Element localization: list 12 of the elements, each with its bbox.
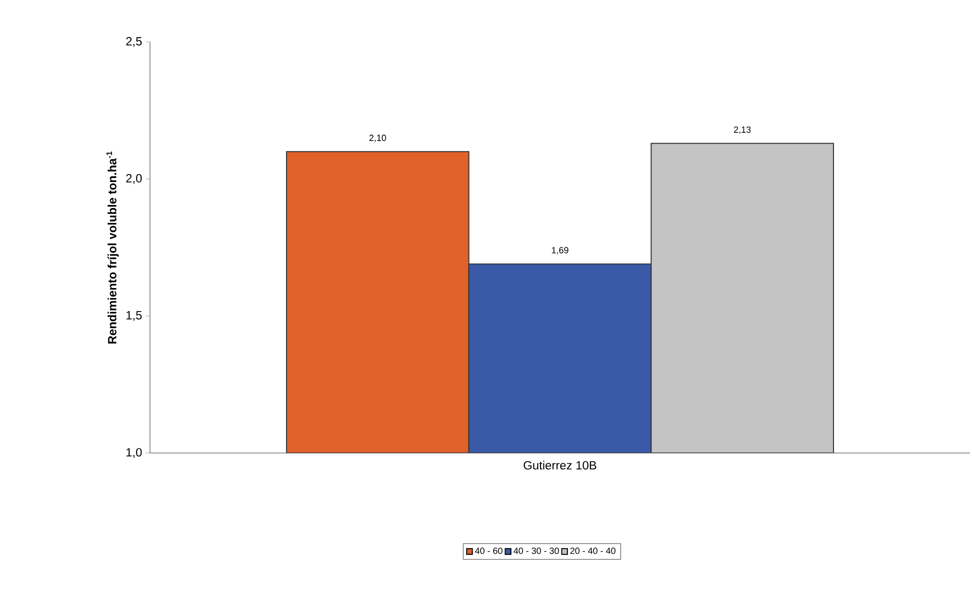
x-tick-label: Gutierrez 10B: [524, 460, 596, 470]
data-label: 2,13: [734, 126, 751, 134]
y-tick-label: 1,5: [126, 311, 142, 321]
y-axis-title: Rendimiento fríjol voluble ton.ha$^{-1}$: [106, 151, 119, 344]
y-tick-label: 2,0: [126, 174, 142, 184]
y-tick-label: 1,0: [126, 448, 142, 458]
data-label: 1,69: [552, 247, 568, 254]
legend-label: 40 - 30 - 30: [514, 548, 559, 554]
y-tick-label: 2,5: [126, 37, 142, 47]
legend-label: 20 - 40 - 40: [570, 548, 616, 554]
data-label: 2,10: [369, 134, 386, 142]
legend-label: 40 - 60: [475, 548, 502, 554]
